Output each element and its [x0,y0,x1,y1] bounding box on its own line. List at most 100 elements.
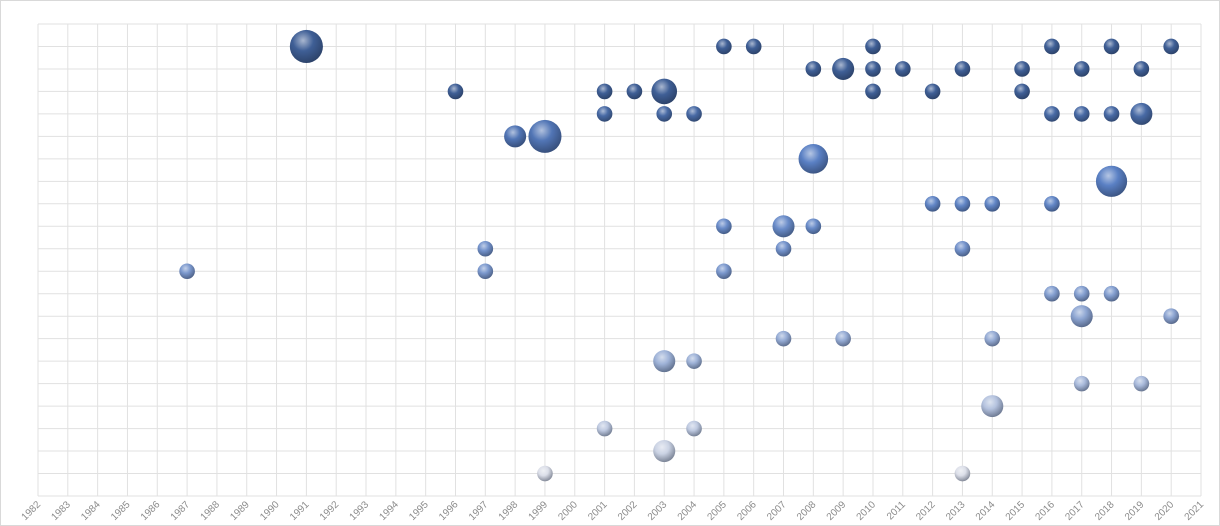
x-tick-label: 1985 [109,499,133,523]
bubble [805,218,822,235]
x-tick-label: 1993 [348,499,372,523]
bubble [537,465,553,482]
bubble [954,61,971,77]
x-tick-label: 1997 [467,499,491,523]
bubble [1073,61,1090,77]
bubble [686,106,702,122]
x-tick-label: 2001 [586,499,610,523]
bubble [1133,61,1150,77]
bubble [835,330,851,347]
bubble [1163,38,1179,55]
bubble [447,83,464,100]
bubble [865,38,881,55]
x-tick-label: 1998 [497,499,521,523]
x-tick-label: 1988 [199,499,223,523]
bubble [1163,308,1179,324]
x-tick-label: 2012 [914,499,938,523]
bubble [981,395,1004,418]
bubble [289,29,323,64]
bubble [626,83,643,100]
x-tick-label: 2015 [1004,499,1028,523]
x-tick-label: 1982 [20,499,44,523]
bubble [596,106,613,122]
x-tick-label: 2000 [556,499,580,523]
x-tick-label: 1996 [437,499,461,523]
bubble [772,215,795,238]
bubble [984,196,1001,212]
bubble [865,83,881,100]
x-tick-label: 2002 [616,499,640,523]
bubble [1103,285,1120,302]
bubble [924,196,941,212]
bubble [954,465,971,482]
bubble [1044,285,1060,302]
x-tick-label: 2016 [1034,499,1058,523]
bubble [1044,38,1060,55]
bubble [775,330,792,347]
bubble [716,263,732,280]
bubble [832,57,855,80]
x-tick-label: 1992 [318,499,342,523]
x-tick-label: 1999 [527,499,551,523]
bubble [1014,61,1030,77]
x-tick-label: 1986 [139,499,163,523]
x-tick-label: 1991 [288,499,312,523]
x-tick-label: 2008 [795,499,819,523]
x-tick-label: 1994 [377,499,401,523]
x-tick-label: 2021 [1183,499,1207,523]
x-tick-label: 2007 [765,499,789,523]
x-tick-label: 1989 [228,499,252,523]
bubble [954,196,971,212]
x-axis-tick-labels: 1982 1983 1984 1985 1986 1987 1988 1989 1990 1991… [20,499,1207,523]
bubble [1044,196,1060,212]
bubble [1103,38,1120,55]
bubble [954,240,971,257]
x-tick-label: 2010 [855,499,879,523]
gridlines [37,23,1202,497]
x-tick-label: 2011 [885,499,908,522]
bubbles [179,29,1179,482]
bubble [1014,83,1030,100]
bubble [528,119,562,153]
bubble [686,353,702,369]
bubble [1073,106,1090,122]
bubble [504,125,527,148]
bubble [798,144,829,174]
bubble [179,263,195,280]
x-tick-label: 2019 [1123,499,1147,523]
x-tick-label: 2004 [676,499,700,523]
bubble [984,330,1001,347]
bubble [477,263,494,280]
x-tick-label: 2005 [705,499,729,523]
bubble [651,78,678,105]
bubble [596,420,613,437]
x-tick-label: 1987 [169,499,193,523]
x-tick-label: 2013 [944,499,968,523]
bubble [775,240,792,257]
bubble [924,83,941,100]
x-tick-label: 2003 [646,499,670,523]
x-tick-label: 1990 [258,499,282,523]
bubble [686,420,702,437]
bubble [716,38,732,55]
x-tick-label: 2018 [1093,499,1117,523]
bubble [653,440,676,463]
bubble [1095,165,1128,197]
x-tick-label: 2009 [825,499,849,523]
bubble [1133,375,1150,392]
x-tick-label: 2006 [735,499,759,523]
bubble [656,106,673,122]
x-tick-label: 1995 [407,499,431,523]
bubble [1130,102,1153,125]
x-tick-label: 2014 [974,499,998,523]
bubble [865,61,881,77]
bubble [1073,375,1090,392]
bubble [1103,106,1120,122]
bubble [596,83,613,100]
bubble [1070,305,1093,328]
bubble [805,61,822,77]
x-tick-label: 1984 [79,499,103,523]
x-tick-label: 2017 [1063,499,1087,523]
